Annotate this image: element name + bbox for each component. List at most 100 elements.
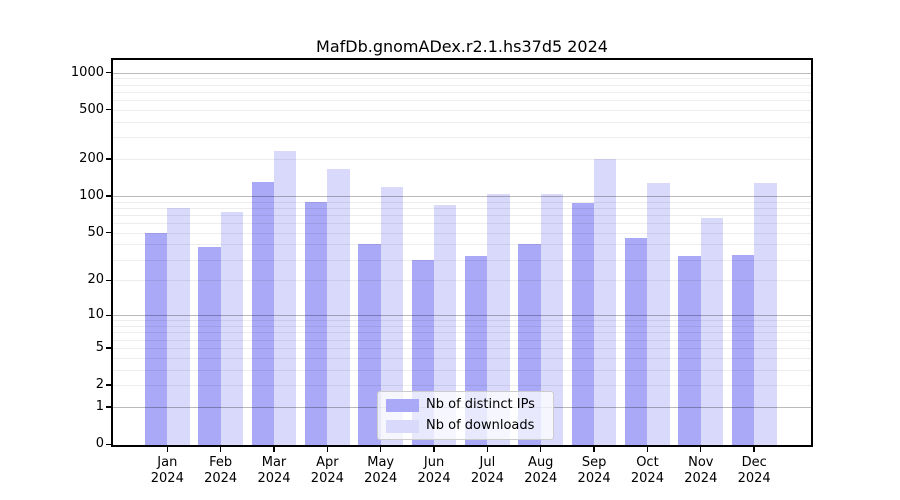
y-tick-label: 500 [79,101,104,117]
gridline-minor [113,223,811,225]
x-tick [326,447,329,452]
legend-label-downloads: Nb of downloads [426,418,535,433]
bar-mar-downloads [274,151,297,445]
y-tick [106,314,111,316]
x-tick-label: Oct 2024 [630,455,664,486]
x-tick [540,447,542,452]
gridline-minor [113,320,811,322]
bar-jul-downloads [487,194,510,445]
gridline-minor [113,84,811,86]
bar-apr-distinct-ips [304,201,328,445]
legend-item-distinct-ips: Nb of distinct IPs [386,398,545,412]
x-tick-label: Aug 2024 [524,455,558,486]
gridline-minor [113,214,811,216]
bar-may-distinct-ips [358,244,381,445]
bar-feb-downloads [220,211,244,445]
plot-canvas [113,60,811,445]
y-tick [106,232,111,234]
y-tick-label: 5 [95,339,104,355]
legend-label-distinct-ips: Nb of distinct IPs [426,397,535,412]
x-tick [486,447,489,452]
gridline-minor [113,280,811,282]
y-tick [106,279,111,282]
bar-jan-distinct-ips [144,232,168,445]
x-tick-label: Jun 2024 [417,455,451,486]
gridline-minor [113,78,811,80]
y-tick [106,406,111,408]
gridline-minor [113,99,811,101]
y-tick [106,347,111,349]
gridline-minor [113,357,811,359]
y-tick-label: 200 [79,150,104,166]
x-tick [753,447,755,452]
bar-may-downloads [380,187,404,445]
bar-mar-distinct-ips [251,181,274,445]
gridline-minor [113,385,811,387]
gridline-minor [113,158,811,160]
bar-sep-distinct-ips [571,202,595,445]
x-tick [646,447,649,452]
y-tick [106,384,111,386]
bar-oct-distinct-ips [625,238,648,445]
gridline-minor [113,201,811,203]
gridline-minor [113,137,811,139]
bar-jan-downloads [167,207,190,445]
bar-nov-downloads [700,218,724,445]
gridline-minor [113,326,811,328]
x-tick-label: May 2024 [364,455,398,486]
bar-apr-downloads [327,168,350,445]
gridline-minor [113,244,811,246]
x-tick-label: Mar 2024 [257,455,291,486]
x-tick-label: Jan 2024 [150,455,184,486]
bar-dec-distinct-ips [731,254,755,445]
legend: Nb of distinct IPs Nb of downloads [377,391,554,440]
x-tick-label: Dec 2024 [737,455,771,486]
x-tick-label: Feb 2024 [204,455,238,486]
bar-sep-downloads [594,159,617,445]
y-tick-label: 2 [95,377,104,393]
x-tick-label: Sep 2024 [577,455,611,486]
gridline-minor [113,109,811,111]
y-tick-label: 100 [79,187,104,203]
y-tick [106,195,111,197]
bar-nov-distinct-ips [678,256,701,445]
legend-item-downloads: Nb of downloads [386,419,545,433]
chart-title: MafDb.gnomADex.r2.1.hs37d5 2024 [316,37,608,56]
y-tick-label: 1000 [70,64,104,80]
gridline-minor [113,91,811,93]
y-tick [106,158,111,160]
x-tick [380,447,382,452]
plot-area [111,58,813,447]
gridline-minor [113,347,811,349]
bar-feb-distinct-ips [198,247,221,445]
gridline-major [113,315,811,317]
x-tick-label: Jul 2024 [470,455,504,486]
x-tick [433,447,435,452]
gridline-minor [113,207,811,209]
x-tick [166,447,168,452]
y-tick-label: 10 [87,307,104,323]
x-tick-label: Apr 2024 [310,455,344,486]
legend-swatch-distinct-ips [386,398,419,412]
legend-swatch-downloads [386,419,419,433]
gridline-minor [113,121,811,123]
gridline-major [113,195,811,197]
gridline-minor [113,332,811,334]
x-tick [219,447,222,452]
bar-oct-downloads [647,182,670,445]
y-tick [106,71,111,74]
gridline-major [113,72,811,74]
gridline-minor [113,369,811,371]
x-tick [700,447,702,452]
y-tick-label: 50 [87,224,104,240]
gridline-minor [113,259,811,261]
y-tick [106,443,111,445]
y-tick [106,109,111,111]
gridline-minor [113,339,811,341]
x-tick-label: Nov 2024 [684,455,718,486]
gridline-minor [113,232,811,234]
y-tick-label: 20 [87,272,104,288]
bar-jun-downloads [434,205,457,445]
y-tick-label: 0 [95,436,104,452]
